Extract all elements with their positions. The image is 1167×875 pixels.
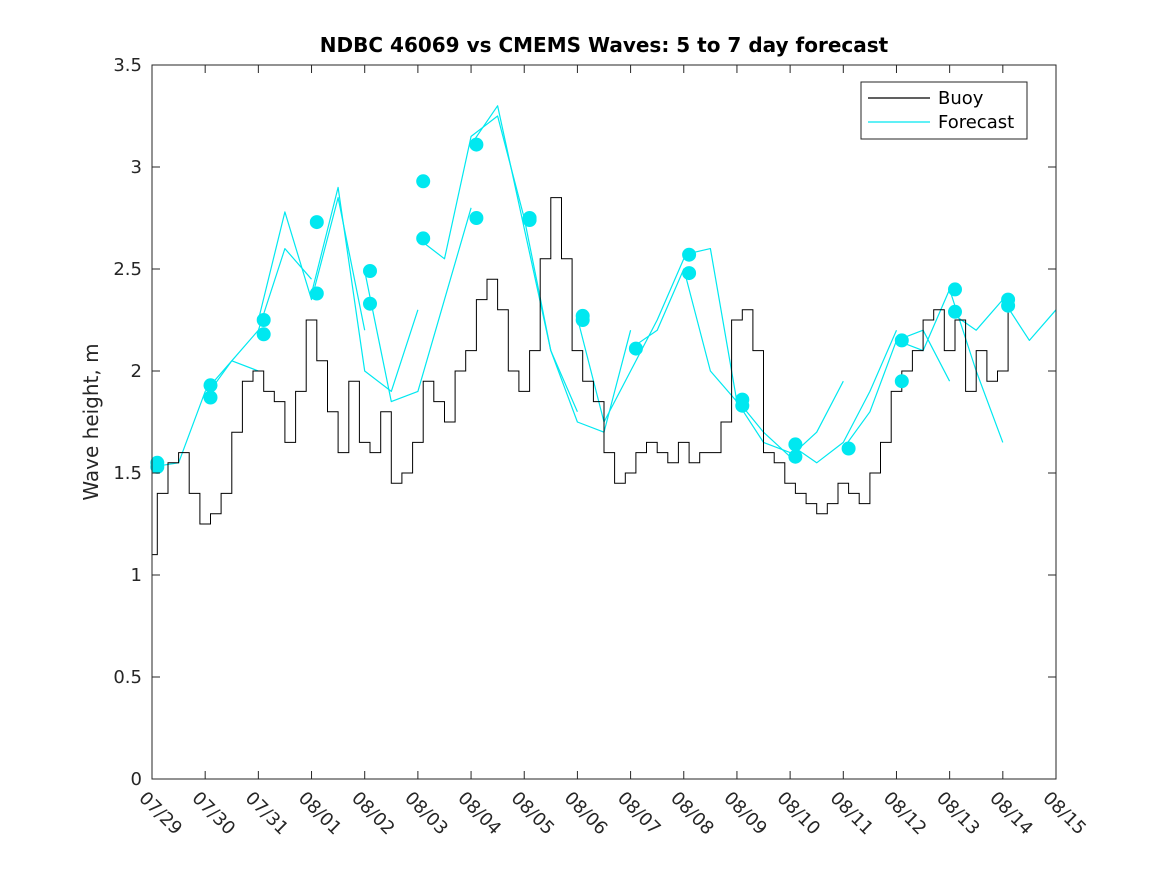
chart-title: NDBC 46069 vs CMEMS Waves: 5 to 7 day fo… [320,33,889,57]
y-axis-label: Wave height, m [79,343,103,500]
forecast-marker [363,296,377,311]
forecast-run-line [417,115,525,260]
forecast-marker [1001,292,1016,307]
forecast-marker [788,449,803,464]
forecast-marker [416,231,431,246]
y-tick-label: 2 [131,361,142,382]
forecast-marker [682,266,697,281]
plot-frame [151,64,1057,780]
forecast-marker [309,286,324,301]
forecast-run-line [151,360,259,468]
forecast-marker [203,390,218,405]
forecast-marker [788,437,803,452]
forecast-marker [894,333,909,348]
forecast-marker [150,455,165,470]
legend-forecast-label: Forecast [938,112,1014,133]
forecast-marker [735,392,750,407]
forecast-run-line [789,329,898,464]
forecast-marker [948,282,962,297]
y-tick-label: 3 [131,157,142,178]
forecast-marker [469,137,484,152]
buoy-line [152,197,1014,556]
forecast-marker [203,378,218,393]
forecast-marker [894,374,909,389]
forecast-marker [628,341,643,356]
y-tick-label: 1.5 [113,463,142,484]
forecast-run-line [310,186,419,392]
forecast-marker [522,211,537,225]
y-tick-label: 3.5 [113,55,142,76]
y-tick-label: 1 [131,565,142,586]
forecast-marker [948,304,962,319]
forecast-marker [682,247,697,262]
forecast-marker [841,441,856,456]
forecast-run-line [576,258,685,423]
forecast-marker [469,211,484,225]
y-tick-label: 0 [131,769,142,790]
y-tick-label: 0.5 [113,667,142,688]
forecast-marker [309,215,324,230]
legend-box [860,81,1028,140]
forecast-marker [256,327,271,342]
forecast-run-line [523,217,632,433]
forecast-marker [416,174,431,189]
legend: Buoy Forecast [860,81,1028,140]
y-axis: 0 0.5 1 1.5 2 2.5 3 3.5 [113,55,1056,790]
forecast-marker [575,308,590,323]
forecast-marker [363,264,377,278]
forecast-markers [150,137,1016,474]
forecast-run-line [364,207,472,403]
y-tick-label: 2.5 [113,259,142,280]
forecast-run-line [470,105,578,413]
forecast-run-line [257,197,366,331]
legend-buoy-label: Buoy [938,88,984,109]
buoy-series-line [152,197,1014,556]
forecast-marker [256,313,271,327]
